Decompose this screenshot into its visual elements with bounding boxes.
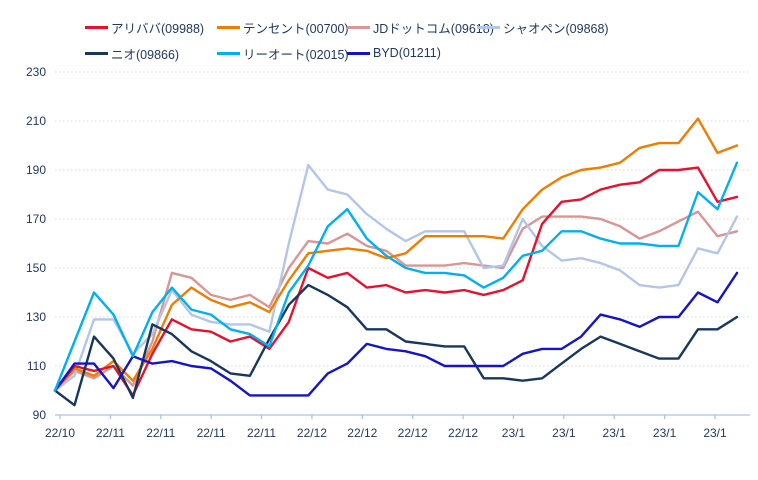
x-axis-label: 23/1 bbox=[603, 426, 627, 440]
series-line-6 bbox=[53, 271, 739, 397]
y-axis-label: 110 bbox=[27, 359, 46, 373]
series-line-4 bbox=[53, 283, 739, 407]
y-axis-label: 90 bbox=[33, 408, 47, 422]
legend-swatch-xpeng-line-icon bbox=[477, 25, 500, 29]
y-axis-label: 190 bbox=[26, 163, 46, 177]
x-axis-label: 22/11 bbox=[96, 426, 125, 440]
legend-item-liauto: リーオート(02015) bbox=[217, 46, 349, 62]
y-axis-label: 150 bbox=[26, 261, 46, 275]
x-axis-label: 22/10 bbox=[45, 426, 75, 440]
x-axis-label: 22/11 bbox=[146, 426, 175, 440]
y-axis-label: 170 bbox=[26, 212, 46, 226]
legend-swatch-alibaba-line-icon bbox=[85, 25, 108, 29]
legend-label: シャオペン(09868) bbox=[503, 21, 609, 36]
series-line-1 bbox=[53, 117, 739, 392]
x-axis-label: 22/12 bbox=[297, 426, 327, 440]
x-axis-label: 23/1 bbox=[552, 426, 576, 440]
legend-label: ニオ(09866) bbox=[111, 47, 180, 62]
legend-label: JDドットコム(09618) bbox=[373, 21, 494, 36]
legend-swatch-liauto-line-icon bbox=[217, 51, 240, 55]
legend-item-byd: BYD(01211) bbox=[347, 46, 441, 60]
x-axis-label: 22/12 bbox=[398, 426, 428, 440]
x-axis-label: 23/1 bbox=[653, 426, 677, 440]
y-axis-label: 230 bbox=[26, 65, 46, 79]
legend-label: BYD(01211) bbox=[373, 46, 441, 60]
series-line-5 bbox=[53, 161, 739, 392]
legend-swatch-tencent-line-icon bbox=[217, 25, 240, 29]
legend-item-xpeng: シャオペン(09868) bbox=[477, 20, 609, 36]
x-axis-label: 22/11 bbox=[247, 426, 276, 440]
x-axis-label: 22/11 bbox=[197, 426, 226, 440]
y-axis-label: 210 bbox=[26, 114, 46, 128]
series-line-2 bbox=[53, 210, 739, 392]
series-line-0 bbox=[53, 166, 739, 397]
x-axis-label: 22/12 bbox=[448, 426, 478, 440]
legend-swatch-nio-line-icon bbox=[85, 51, 108, 55]
legend-label: アリババ(09988) bbox=[111, 21, 205, 36]
legend-label: リーオート(02015) bbox=[243, 47, 349, 62]
legend-label: テンセント(00700) bbox=[243, 21, 349, 36]
legend-item-alibaba: アリババ(09988) bbox=[85, 20, 205, 36]
y-axis-label: 130 bbox=[26, 310, 46, 324]
legend-item-tencent: テンセント(00700) bbox=[217, 20, 349, 36]
x-axis-label: 23/1 bbox=[703, 426, 727, 440]
legend-item-nio: ニオ(09866) bbox=[85, 46, 180, 62]
x-axis-label: 22/12 bbox=[347, 426, 377, 440]
legend-item-jd: JDドットコム(09618) bbox=[347, 20, 494, 36]
legend-swatch-jd-line-icon bbox=[347, 25, 370, 29]
series-line-3 bbox=[53, 163, 739, 392]
legend-swatch-byd-line-icon bbox=[347, 51, 370, 55]
x-axis-label: 23/1 bbox=[502, 426, 526, 440]
